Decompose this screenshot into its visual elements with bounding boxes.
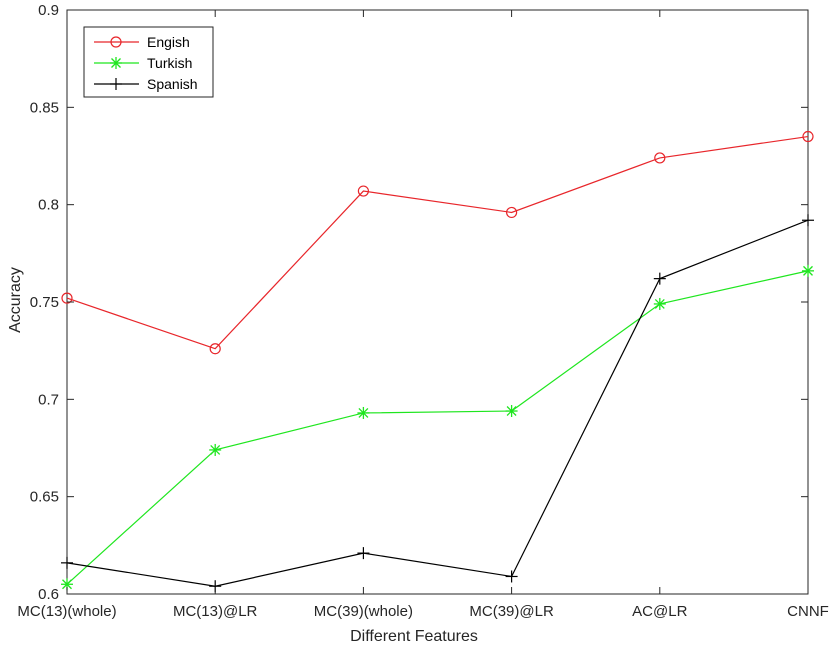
y-tick-label: 0.65 bbox=[30, 489, 59, 506]
y-tick-label: 0.6 bbox=[38, 586, 59, 603]
legend-label: Turkish bbox=[147, 55, 192, 71]
data-point-turkish bbox=[209, 443, 222, 456]
series-line-spanish bbox=[66, 219, 809, 587]
x-tick-label: MC(39)@LR bbox=[469, 603, 554, 620]
y-tick-label: 0.75 bbox=[30, 294, 59, 311]
legend-marker bbox=[110, 78, 122, 90]
legend-label: Spanish bbox=[147, 76, 198, 92]
data-point-engish bbox=[802, 130, 814, 143]
data-point-spanish bbox=[505, 570, 518, 583]
data-point-engish bbox=[654, 152, 666, 164]
data-point-turkish bbox=[802, 264, 814, 277]
data-point-spanish bbox=[357, 547, 370, 560]
plot-area-box bbox=[66, 9, 809, 595]
data-point-turkish bbox=[357, 406, 370, 419]
data-point-engish bbox=[61, 292, 73, 304]
legend-marker bbox=[110, 36, 122, 48]
legend-label: Engish bbox=[147, 34, 190, 50]
x-tick-label: MC(39)(whole) bbox=[314, 603, 413, 620]
x-tick-label: CNNF bbox=[787, 603, 829, 620]
data-point-engish bbox=[209, 343, 221, 355]
legend-marker bbox=[110, 57, 122, 69]
y-axis-title: Accuracy bbox=[7, 267, 24, 333]
y-tick-label: 0.85 bbox=[30, 99, 59, 116]
x-tick-label: AC@LR bbox=[632, 603, 687, 620]
x-tick-label: MC(13)(whole) bbox=[17, 603, 116, 620]
data-point-turkish bbox=[505, 405, 518, 418]
y-tick-label: 0.7 bbox=[38, 391, 59, 408]
data-point-spanish bbox=[802, 214, 814, 227]
y-tick-label: 0.8 bbox=[38, 197, 59, 214]
y-tick-label: 0.9 bbox=[38, 2, 59, 19]
series-line-turkish bbox=[66, 270, 809, 585]
x-tick-label: MC(13)@LR bbox=[173, 603, 258, 620]
data-point-spanish bbox=[61, 556, 73, 569]
series-line-engish bbox=[66, 135, 809, 350]
legend: Engish Turkish Spanish bbox=[83, 26, 214, 98]
data-point-engish bbox=[357, 185, 369, 197]
data-point-turkish bbox=[653, 297, 666, 310]
data-point-engish bbox=[506, 206, 518, 219]
x-axis-title: Different Features bbox=[350, 628, 478, 645]
data-point-spanish bbox=[653, 272, 666, 285]
legend-box bbox=[83, 26, 214, 98]
